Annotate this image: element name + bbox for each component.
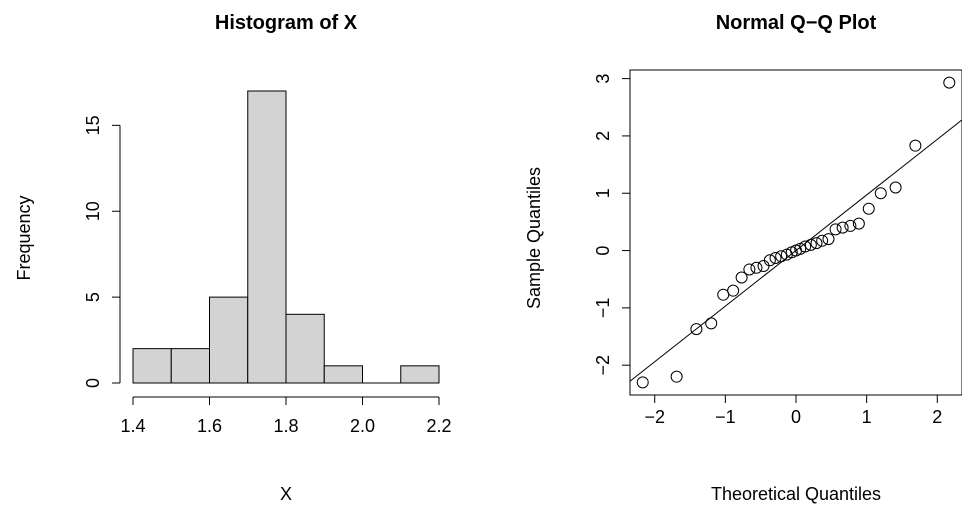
- qq-x-axis-label: Theoretical Quantiles: [711, 484, 881, 504]
- histogram-y-tick-label: 15: [83, 115, 103, 135]
- qq-point-26: [852, 217, 865, 230]
- qq-point-28: [874, 187, 887, 200]
- histogram-x-tick-label: 2.2: [426, 416, 451, 436]
- qq-plot-title: Normal Q−Q Plot: [716, 12, 877, 34]
- qq-point-25: [844, 219, 857, 232]
- histogram-bar-2: [170, 348, 210, 384]
- qq-point-20: [810, 237, 823, 250]
- histogram-x-tick-label: 1.8: [273, 416, 298, 436]
- qq-point-10: [757, 260, 770, 273]
- qq-y-tick-label: 2: [593, 131, 613, 141]
- qq-point-27: [862, 202, 875, 215]
- histogram-x-axis-label: X: [280, 484, 292, 504]
- qq-point-6: [727, 284, 740, 297]
- histogram-bars: [132, 90, 440, 384]
- histogram-title: Histogram of X: [215, 12, 358, 34]
- qq-x-tick-label: 1: [862, 407, 872, 427]
- qq-y-tick-label: 1: [593, 188, 613, 198]
- qq-y-tick-label: 0: [593, 246, 613, 256]
- histogram-bar-1: [132, 348, 172, 384]
- histogram-y-axis: 0 5 10 15: [83, 115, 121, 388]
- histogram-y-tick-label: 5: [83, 292, 103, 302]
- histogram-bar-6: [323, 365, 363, 384]
- qq-y-tick-label: 3: [593, 74, 613, 84]
- histogram-bar-4: [247, 90, 287, 384]
- qq-x-tick-label: 2: [932, 407, 942, 427]
- qq-y-tick-label: −2: [593, 355, 613, 376]
- histogram-x-tick-label: 1.6: [197, 416, 222, 436]
- qq-point-18: [799, 240, 812, 253]
- histogram-x-tick-label: 2.0: [350, 416, 375, 436]
- qq-y-tick-label: −1: [593, 298, 613, 319]
- qq-point-24: [836, 221, 849, 234]
- qq-plot-area: [630, 76, 962, 389]
- histogram-y-tick-label: 10: [83, 201, 103, 221]
- qq-point-1: [636, 376, 649, 389]
- qq-point-11: [763, 254, 776, 267]
- qq-point-22: [822, 233, 835, 246]
- histogram-bar-8: [400, 365, 440, 384]
- histogram-bar-3: [209, 296, 249, 384]
- qq-point-23: [829, 223, 842, 236]
- qq-x-tick-label: 0: [791, 407, 801, 427]
- qq-point-5: [717, 288, 730, 301]
- histogram-bar-5: [285, 313, 325, 384]
- histogram-x-tick-label: 1.4: [120, 416, 145, 436]
- qq-y-axis: −2 −1 0 1 2 3: [593, 74, 630, 376]
- qq-point-2: [670, 370, 683, 383]
- qq-point-19: [804, 238, 817, 251]
- qq-plot-frame: [629, 69, 962, 396]
- qq-point-9: [750, 261, 763, 274]
- qq-point-12: [769, 252, 782, 265]
- qq-point-29: [889, 181, 902, 194]
- qq-point-4: [705, 317, 718, 330]
- qq-y-axis-label: Sample Quantiles: [524, 167, 544, 309]
- qq-point-13: [775, 250, 788, 263]
- qq-point-7: [735, 271, 748, 284]
- qq-point-30: [909, 139, 922, 152]
- qq-x-axis: −2 −1 0 1 2: [644, 395, 942, 427]
- histogram-panel: Histogram of X X Frequency 1.4 1.6 1.8 2.0 2…: [14, 12, 452, 504]
- histogram-x-axis: 1.4 1.6 1.8 2.0 2.2: [120, 396, 452, 436]
- qq-point-3: [690, 323, 703, 336]
- qq-point-8: [743, 263, 756, 276]
- qq-x-tick-label: −2: [644, 407, 665, 427]
- qq-reference-line: [630, 119, 962, 382]
- qq-plot-panel: Normal Q−Q Plot Theoretical Quantiles Sa…: [524, 12, 962, 504]
- qq-x-tick-label: −1: [715, 407, 736, 427]
- histogram-y-axis-label: Frequency: [14, 195, 34, 280]
- qq-point-31: [943, 76, 956, 89]
- qq-point-21: [816, 234, 829, 247]
- histogram-y-tick-label: 0: [83, 378, 103, 388]
